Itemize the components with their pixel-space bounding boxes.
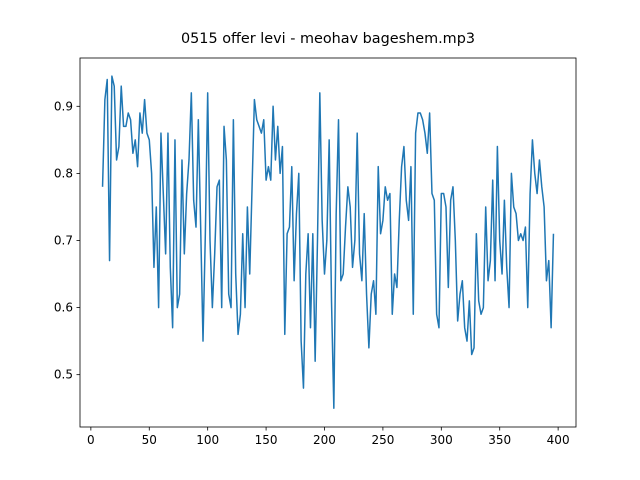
- x-tick-label: 0: [87, 433, 95, 447]
- y-tick-label: 0.5: [54, 368, 73, 382]
- y-tick-label: 0.9: [54, 99, 73, 113]
- x-tick-label: 250: [371, 433, 394, 447]
- y-tick-label: 0.7: [54, 233, 73, 247]
- x-tick-label: 350: [488, 433, 511, 447]
- data-line: [101, 75, 555, 409]
- x-tick-label: 150: [255, 433, 278, 447]
- x-tick-label: 300: [430, 433, 453, 447]
- x-tick-label: 100: [196, 433, 219, 447]
- x-tick-label: 50: [142, 433, 157, 447]
- x-tick-label: 200: [313, 433, 336, 447]
- plot-frame: [79, 57, 577, 428]
- y-tick-label: 0.6: [54, 301, 73, 315]
- x-tick-label: 400: [547, 433, 570, 447]
- y-tick-label: 0.8: [54, 166, 73, 180]
- chart-title: 0515 offer levi - meohav bageshem.mp3: [181, 31, 475, 47]
